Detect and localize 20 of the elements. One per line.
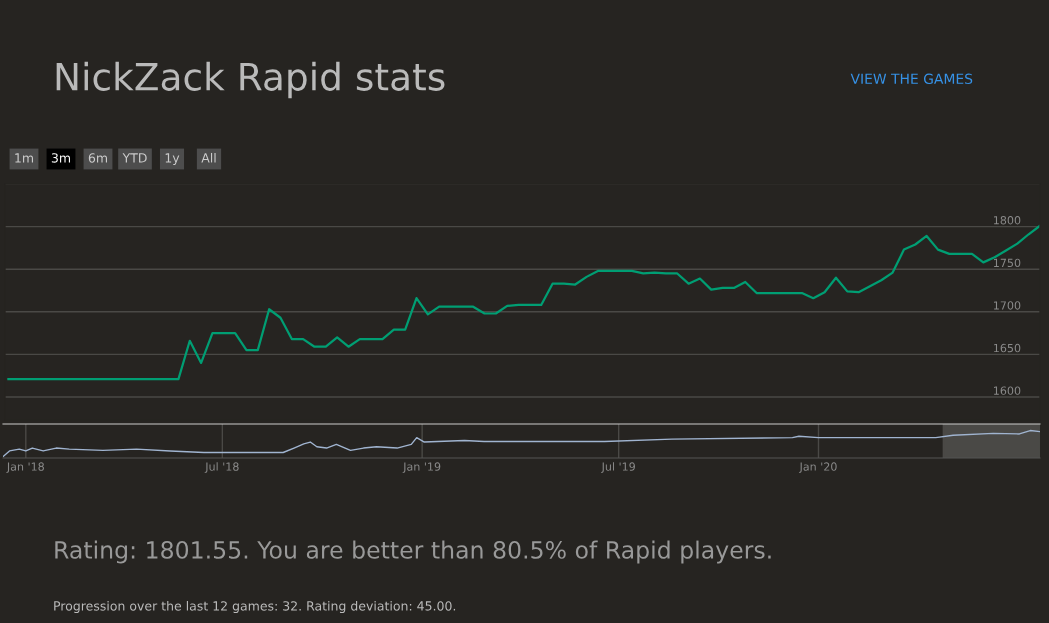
text: 1y (165, 153, 180, 166)
text: Progression over the last 12 games: 32. Rating deviation: 45.00. (54, 600, 456, 614)
x-tick-label: Jan '20 (798, 462, 837, 473)
y-tick-label: 1700 (994, 301, 1021, 310)
y-tick-label: 1650 (994, 343, 1021, 353)
y-tick-label: 1800 (994, 216, 1021, 225)
x-tick-label: Jan '19 (402, 462, 441, 473)
text: YTD (122, 153, 147, 163)
y-tick-label: 1600 (994, 386, 1021, 395)
text: VIEW THE GAMES (850, 73, 973, 85)
chart-title: NickZack Rapid stats (56, 61, 445, 99)
text: All (201, 152, 216, 163)
x-tick-label: Jan '18 (6, 462, 44, 473)
y-tick-label: 1750 (994, 258, 1021, 268)
text: Rating: 1801.55. You are better than 80.5% of Rapid players. (55, 540, 771, 564)
text: 1m (15, 153, 33, 163)
text: 6m (88, 153, 107, 163)
text: 3m (51, 153, 70, 163)
x-tick-label: Jul '19 (601, 462, 635, 473)
x-tick-label: Jul '18 (204, 462, 239, 473)
